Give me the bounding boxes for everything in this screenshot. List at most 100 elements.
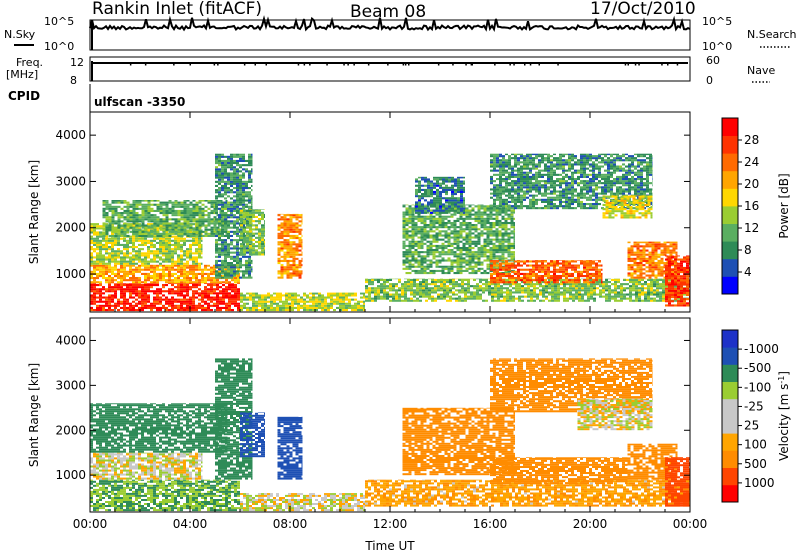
heatmap-cell — [168, 292, 171, 295]
heatmap-cell — [653, 289, 656, 292]
heatmap-cell — [280, 274, 284, 277]
heatmap-cell — [456, 247, 460, 250]
heatmap-cell — [159, 220, 163, 223]
heatmap-cell — [461, 285, 464, 288]
heatmap-cell — [198, 239, 201, 242]
heatmap-cell — [183, 216, 187, 219]
heatmap-cell — [138, 227, 141, 230]
heatmap-cell — [414, 249, 418, 252]
heatmap-cell — [234, 294, 237, 297]
heatmap-cell — [438, 213, 442, 216]
heatmap-cell — [168, 309, 171, 312]
heatmap-cell — [144, 298, 147, 301]
heatmap-cell — [132, 239, 135, 242]
heatmap-cell — [99, 250, 102, 253]
heatmap-cell — [530, 299, 533, 302]
heatmap-cell — [144, 264, 147, 267]
heatmap-cell — [105, 304, 108, 307]
heatmap-cell — [189, 270, 192, 273]
heatmap-cell — [210, 234, 214, 237]
freq-dot — [326, 64, 328, 66]
heatmap-cell — [295, 214, 299, 217]
heatmap-cell — [251, 189, 253, 192]
heatmap-cell — [453, 261, 457, 264]
heatmap-cell — [417, 232, 421, 235]
heatmap-cell — [186, 224, 190, 227]
heatmap-cell — [117, 237, 120, 240]
heatmap-cell — [215, 245, 218, 248]
heatmap-cell — [201, 222, 205, 225]
heatmap-cell — [111, 256, 114, 259]
heatmap-cell — [147, 220, 151, 223]
heatmap-cell — [417, 253, 421, 256]
heatmap-cell — [264, 240, 265, 243]
heatmap-cell — [255, 304, 258, 307]
heatmap-cell — [261, 249, 264, 252]
heatmap-cell — [593, 297, 596, 300]
heatmap-cell — [236, 184, 239, 187]
heatmap-cell — [195, 222, 199, 225]
heatmap-cell — [240, 226, 243, 229]
heatmap-cell — [236, 222, 239, 225]
heatmap-cell — [277, 270, 281, 273]
heatmap-cell — [225, 292, 228, 295]
heatmap-cell — [377, 291, 380, 294]
heatmap-cell — [246, 224, 249, 227]
heatmap-cell — [255, 249, 258, 252]
heatmap-cell — [215, 212, 218, 215]
heatmap-cell — [255, 232, 258, 235]
heatmap-cell — [93, 300, 96, 303]
nsky-left-tick-bottom: 10^0 — [44, 40, 74, 53]
heatmap-cell — [380, 278, 383, 280]
heatmap-cell — [117, 275, 120, 278]
heatmap-cell — [608, 299, 611, 302]
heatmap-cell — [416, 287, 419, 290]
heatmap-cell — [301, 259, 303, 262]
heatmap-cell — [443, 293, 446, 296]
heatmap-cell — [114, 222, 118, 225]
heatmap-cell — [114, 283, 117, 284]
heatmap-cell — [277, 213, 281, 215]
heatmap-cell — [135, 201, 139, 204]
heatmap-cell — [425, 289, 428, 292]
heatmap-cell — [123, 279, 126, 282]
heatmap-cell — [162, 298, 165, 301]
heatmap-cell — [221, 203, 224, 206]
heatmap-cell — [441, 217, 445, 220]
heatmap-cell — [132, 262, 135, 265]
freq-left-tick-bottom: 8 — [70, 74, 77, 87]
date-title: 17/Oct/2010 — [590, 0, 696, 19]
heatmap-cell — [227, 205, 230, 208]
heatmap-cell — [144, 218, 148, 221]
heatmap-cell — [174, 272, 177, 275]
heatmap-cell — [405, 272, 409, 275]
heatmap-cell — [189, 250, 192, 253]
heatmap-cell — [452, 278, 455, 281]
heatmap-cell — [105, 256, 108, 259]
heatmap-cell — [147, 260, 150, 263]
heatmap-cell — [423, 215, 427, 218]
heatmap-cell — [162, 277, 165, 280]
heatmap-cell — [135, 250, 138, 253]
heatmap-cell — [165, 243, 168, 246]
heatmap-cell — [230, 222, 233, 225]
heatmap-cell — [138, 239, 141, 242]
heatmap-cell — [117, 205, 121, 208]
heatmap-cell — [225, 268, 228, 271]
heatmap-cell — [459, 261, 463, 264]
heatmap-cell — [114, 306, 117, 309]
heatmap-cell — [96, 264, 99, 267]
heatmap-cell — [138, 243, 141, 246]
heatmap-cell — [162, 220, 166, 223]
heatmap-cell — [168, 275, 171, 278]
heatmap-cell — [216, 296, 219, 299]
heatmap-cell — [171, 306, 174, 309]
heatmap-cell — [348, 306, 351, 309]
heatmap-cell — [345, 304, 348, 307]
heatmap-cell — [114, 214, 118, 217]
heatmap-cell — [99, 300, 102, 303]
heatmap-cell — [245, 220, 248, 223]
heatmap-cell — [135, 200, 139, 202]
heatmap-cell — [453, 226, 457, 229]
heatmap-cell — [593, 285, 596, 288]
